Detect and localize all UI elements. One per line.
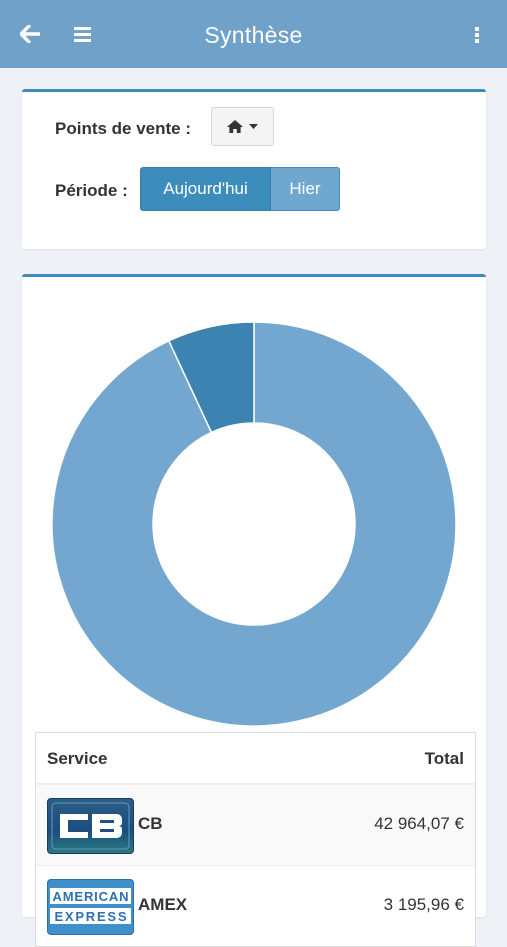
vertical-dots-icon bbox=[475, 27, 479, 43]
donut-slice-amex[interactable] bbox=[167, 321, 255, 434]
cb-card-logo bbox=[47, 798, 134, 854]
summary-card: Service Total CB 42 964,07 € AMERICAN bbox=[22, 274, 486, 947]
points-de-vente-label: Points de vente : bbox=[55, 119, 192, 138]
table-header: Service Total bbox=[36, 733, 475, 784]
menu-button[interactable] bbox=[67, 18, 99, 50]
services-table: Service Total CB 42 964,07 € AMERICAN bbox=[35, 732, 476, 947]
total-column-header: Total bbox=[424, 749, 464, 768]
filter-card: Points de vente : Période : Aujourd'hui … bbox=[22, 89, 486, 249]
period-yesterday-button[interactable]: Hier bbox=[271, 167, 340, 211]
points-de-vente-dropdown[interactable] bbox=[211, 107, 274, 146]
service-column-header: Service bbox=[47, 749, 108, 768]
more-options-button[interactable] bbox=[461, 18, 493, 50]
service-name: AMEX bbox=[138, 895, 188, 914]
hamburger-icon bbox=[74, 27, 91, 42]
periode-label: Période : bbox=[55, 181, 128, 200]
top-app-bar: Synthèse bbox=[0, 0, 507, 68]
home-icon bbox=[227, 120, 243, 133]
svg-text:EXPRESS: EXPRESS bbox=[55, 909, 127, 924]
arrow-left-icon bbox=[20, 25, 40, 43]
service-total: 3 195,96 € bbox=[383, 895, 464, 914]
service-name: CB bbox=[138, 814, 163, 833]
donut-chart bbox=[51, 321, 457, 727]
caret-down-icon bbox=[249, 124, 258, 129]
service-total: 42 964,07 € bbox=[374, 814, 464, 833]
page-title: Synthèse bbox=[204, 22, 303, 48]
back-button[interactable] bbox=[14, 18, 46, 50]
table-row[interactable]: AMERICAN EXPRESS AMEX 3 195,96 € bbox=[36, 865, 475, 946]
donut-slice-cb[interactable] bbox=[51, 321, 457, 727]
table-row[interactable]: CB 42 964,07 € bbox=[36, 784, 475, 865]
svg-text:AMERICAN: AMERICAN bbox=[53, 889, 129, 904]
american-express-logo: AMERICAN EXPRESS bbox=[47, 879, 134, 935]
period-today-button[interactable]: Aujourd'hui bbox=[140, 167, 271, 211]
